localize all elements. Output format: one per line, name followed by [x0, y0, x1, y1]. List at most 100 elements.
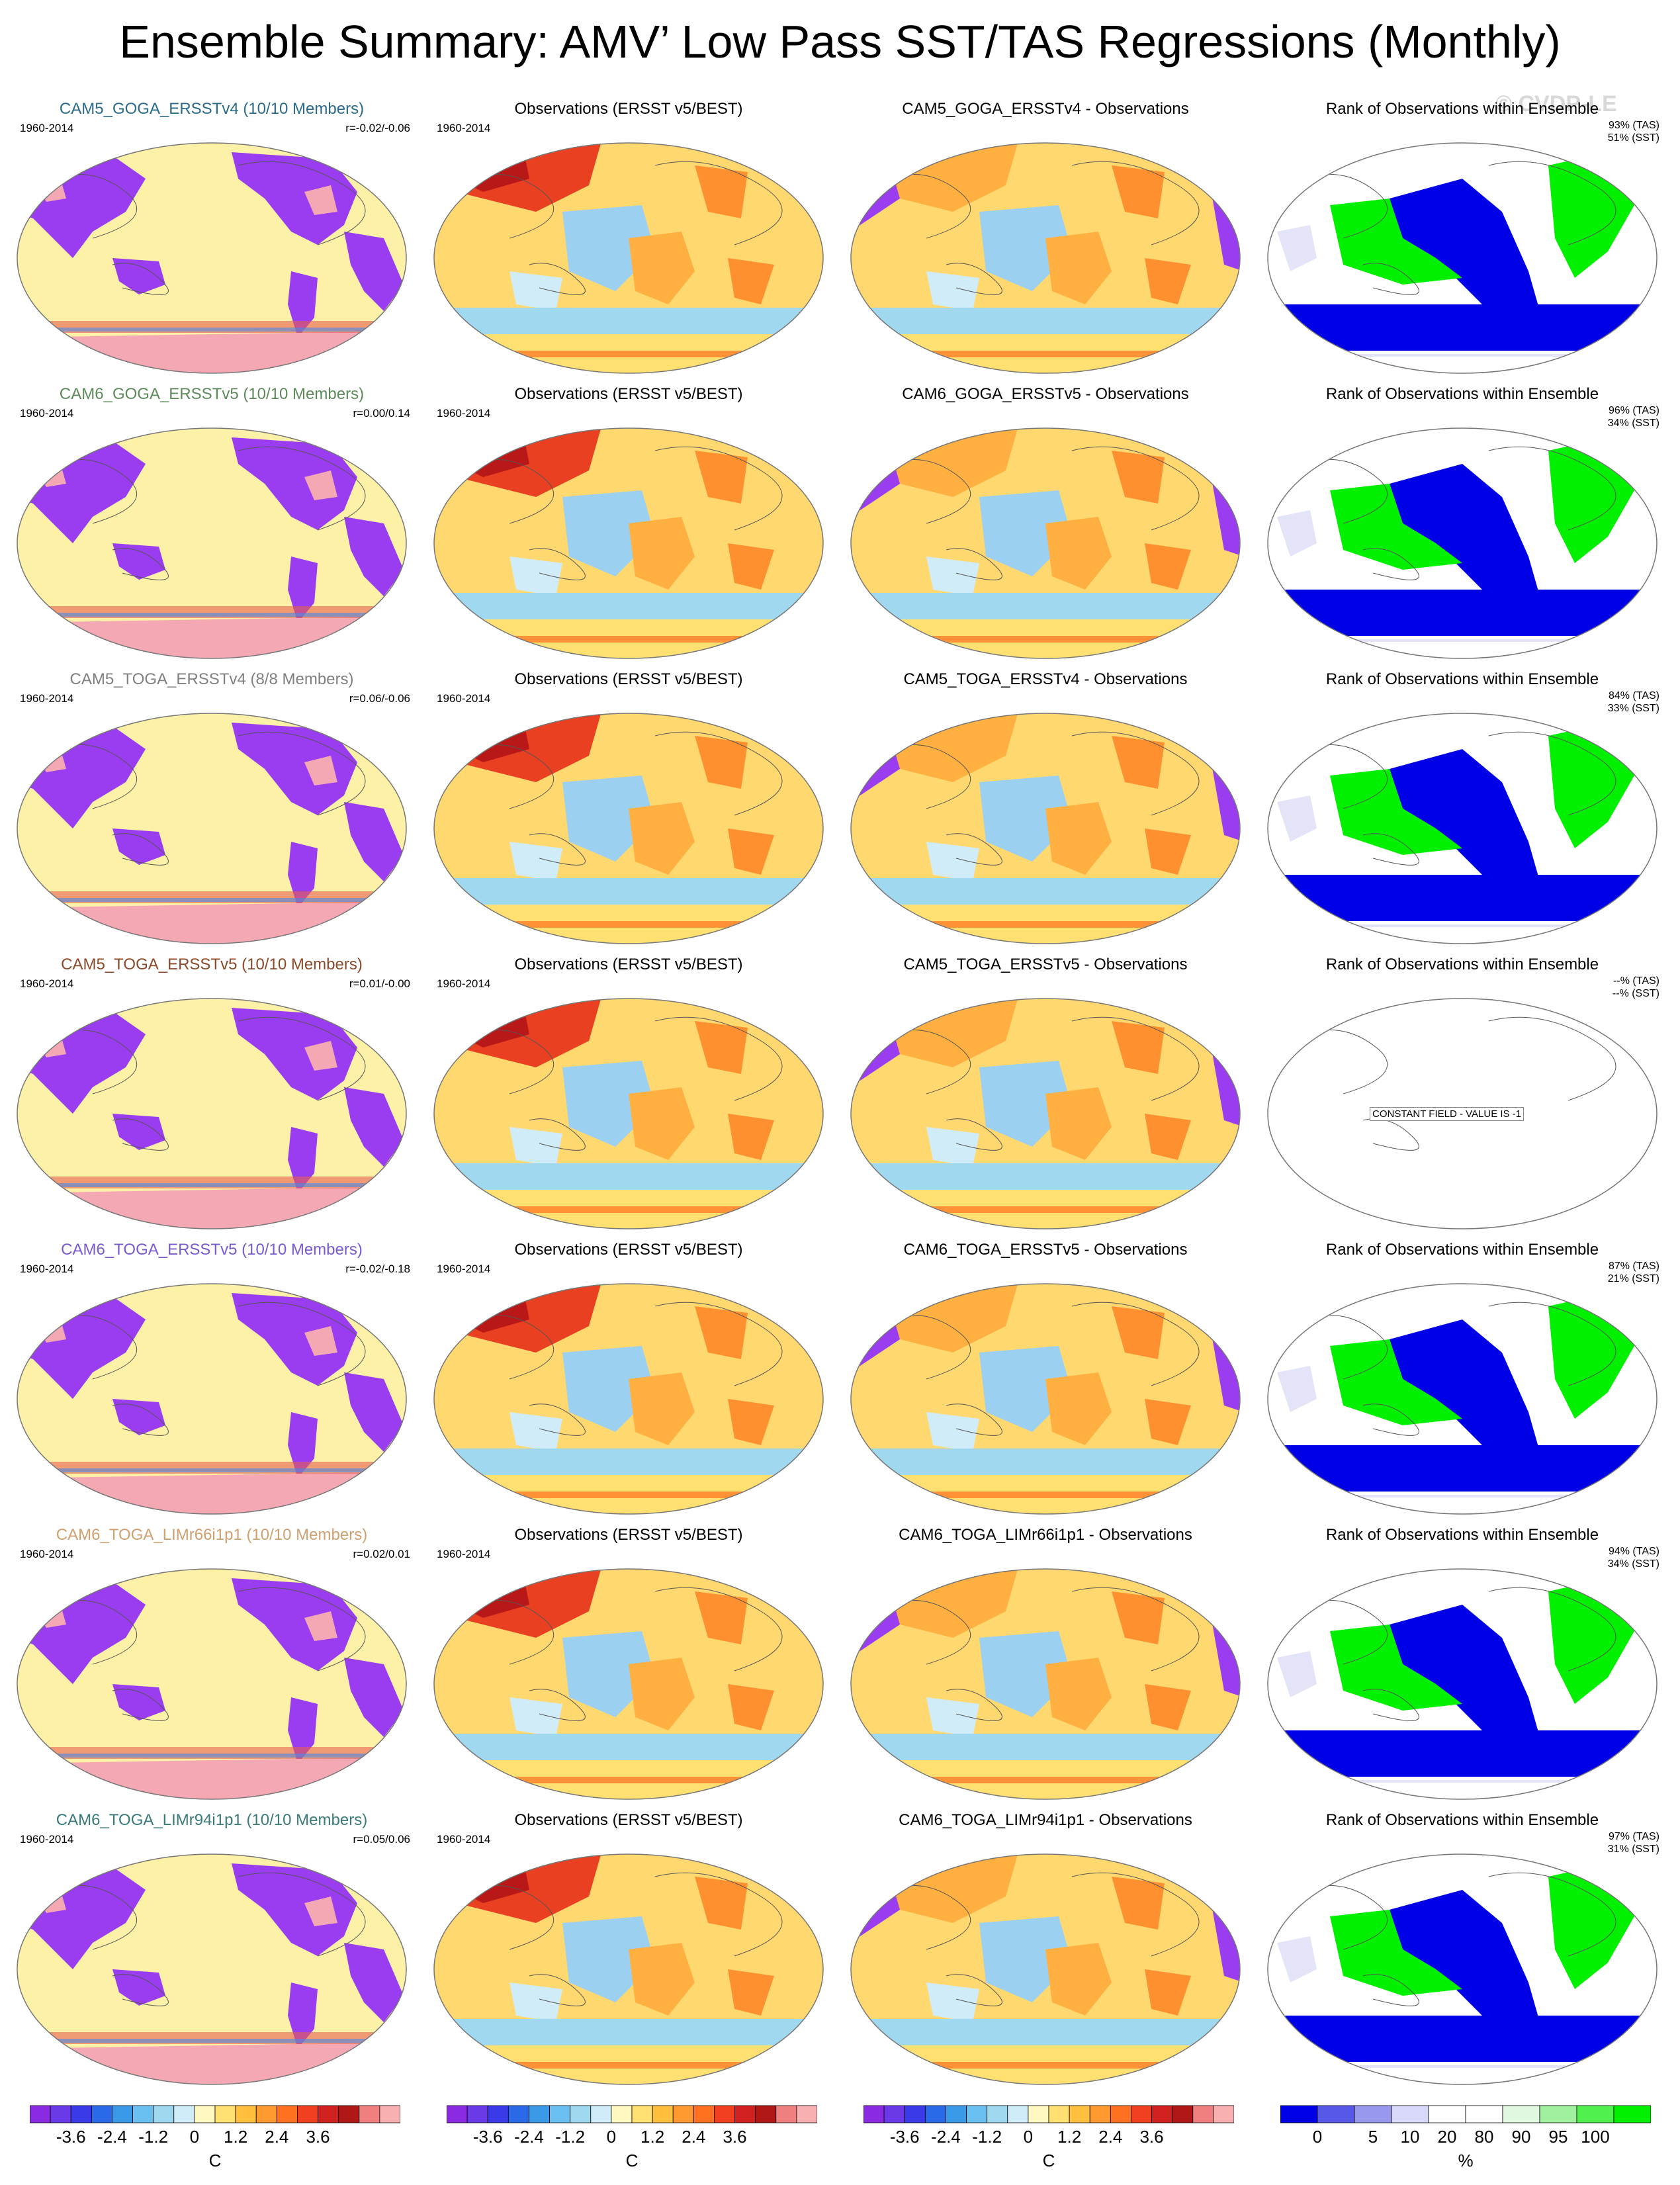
- panel-model-row-7: CAM6_TOGA_LIMr94i1p1 (10/10 Members) 1960…: [7, 1810, 417, 2095]
- rank-sst: --% (SST): [1612, 988, 1659, 999]
- panel-model-row-1: CAM5_GOGA_ERSSTv4 (10/10 Members) 1960-20…: [7, 99, 417, 384]
- colorbar-tick-label: -1.2: [972, 2127, 1002, 2147]
- colorbar-swatch: [466, 2105, 488, 2123]
- model-map: [17, 1568, 407, 1800]
- colorbar-tick-label: 80: [1474, 2127, 1494, 2147]
- rank-summary: --% (TAS) --% (SST): [1613, 975, 1659, 1000]
- model-panel-title: CAM6_GOGA_ERSSTv5 (10/10 Members): [59, 385, 365, 403]
- colorbar-swatch: [611, 2105, 633, 2123]
- model-panel-title: CAM5_GOGA_ERSSTv4 (10/10 Members): [59, 100, 365, 118]
- diff-panel-title: CAM5_TOGA_ERSSTv4 - Observations: [903, 670, 1188, 688]
- colorbar-tick-label: -3.6: [56, 2127, 86, 2147]
- obs-panel-title: Observations (ERSST v5/BEST): [514, 1526, 743, 1544]
- diff-panel-title: CAM5_TOGA_ERSSTv5 - Observations: [903, 956, 1188, 973]
- rank-tas: --% (TAS): [1613, 975, 1659, 987]
- colorbar-swatch: [883, 2105, 905, 2123]
- colorbar-swatch: [1007, 2105, 1029, 2123]
- colorbar-tick-label: 1.2: [1057, 2127, 1082, 2147]
- colorbar-swatch: [590, 2105, 612, 2123]
- rank-map: [1267, 427, 1658, 659]
- colorbar-swatch: [1428, 2105, 1466, 2123]
- period-label: 1960-2014: [20, 1833, 74, 1846]
- colorbar-unit: C: [1042, 2151, 1055, 2170]
- colorbar-swatch: [1110, 2105, 1131, 2123]
- colorbar-unit: C: [208, 2151, 222, 2170]
- pattern-correlation: r=0.06/-0.06: [349, 692, 410, 705]
- panel-rank-row-6: Rank of Observations within Ensemble 94% …: [1257, 1525, 1667, 1810]
- panel-obs-row-7: Observations (ERSST v5/BEST) 1960-2014: [423, 1810, 834, 2095]
- colorbar-swatch: [359, 2105, 380, 2123]
- panel-diff-row-5: CAM6_TOGA_ERSSTv5 - Observations: [840, 1240, 1251, 1525]
- colorbar-unit: %: [1458, 2151, 1474, 2170]
- model-panel-title: CAM5_TOGA_ERSSTv4 (8/8 Members): [69, 670, 354, 688]
- panel-rank-row-2: Rank of Observations within Ensemble 96% …: [1257, 384, 1667, 669]
- model-panel-title: CAM5_TOGA_ERSSTv5 (10/10 Members): [61, 956, 363, 973]
- rank-map: [1267, 713, 1658, 944]
- diff-panel-title: CAM6_GOGA_ERSSTv5 - Observations: [902, 385, 1189, 403]
- panel-rank-row-7: Rank of Observations within Ensemble 97% …: [1257, 1810, 1667, 2095]
- panel-diff-row-3: CAM5_TOGA_ERSSTv4 - Observations: [840, 670, 1251, 954]
- rank-sst: 34% (SST): [1607, 1558, 1659, 1570]
- colorbar-unit: C: [625, 2151, 639, 2170]
- colorbar-swatch: [693, 2105, 715, 2123]
- colorbar-swatch: [1069, 2105, 1090, 2123]
- colorbar-tick-label: -1.2: [138, 2127, 169, 2147]
- colorbar-swatch: [1354, 2105, 1392, 2123]
- panel-obs-row-3: Observations (ERSST v5/BEST) 1960-2014: [423, 670, 834, 954]
- obs-panel-title: Observations (ERSST v5/BEST): [514, 670, 743, 688]
- colorbar-swatch: [255, 2105, 277, 2123]
- diff-map: [850, 427, 1241, 659]
- colorbar-tick-label: 1.2: [224, 2127, 248, 2147]
- colorbar-swatch: [30, 2105, 51, 2123]
- colorbar-swatch: [987, 2105, 1008, 2123]
- colorbar-swatch: [194, 2105, 216, 2123]
- rank-summary: 87% (TAS) 21% (SST): [1608, 1260, 1659, 1285]
- watermark: © CVDP-LE: [1495, 91, 1617, 116]
- panel-rank-row-3: Rank of Observations within Ensemble 84% …: [1257, 670, 1667, 954]
- rank-panel-title: Rank of Observations within Ensemble: [1325, 1241, 1599, 1259]
- panel-model-row-2: CAM6_GOGA_ERSSTv5 (10/10 Members) 1960-20…: [7, 384, 417, 669]
- obs-map: [433, 1283, 824, 1515]
- rank-map: [1267, 1568, 1658, 1800]
- diff-panel-title: CAM5_GOGA_ERSSTv4 - Observations: [902, 100, 1189, 118]
- rank-panel-title: Rank of Observations within Ensemble: [1325, 100, 1599, 118]
- colorbar-tick-label: 10: [1400, 2127, 1420, 2147]
- colorbar-swatch: [863, 2105, 885, 2123]
- period-label: 1960-2014: [20, 1263, 74, 1275]
- colorbar-swatch: [1089, 2105, 1111, 2123]
- panel-rank-row-4: Rank of Observations within Ensemble --% …: [1257, 955, 1667, 1239]
- panel-diff-row-2: CAM6_GOGA_ERSSTv5 - Observations: [840, 384, 1251, 669]
- obs-map: [433, 713, 824, 944]
- colorbar-swatch: [50, 2105, 71, 2123]
- colorbar-swatch: [487, 2105, 509, 2123]
- colorbar-tick-label: 90: [1511, 2127, 1531, 2147]
- model-map: [17, 998, 407, 1229]
- colorbar-swatches: [1280, 2105, 1651, 2123]
- colorbar-tick-label: -2.4: [97, 2127, 127, 2147]
- colorbar-swatch: [1576, 2105, 1614, 2123]
- diff-panel-title: CAM6_TOGA_LIMr66i1p1 - Observations: [899, 1526, 1192, 1544]
- period-label: 1960-2014: [437, 122, 491, 134]
- period-label: 1960-2014: [20, 977, 74, 990]
- panel-obs-row-2: Observations (ERSST v5/BEST) 1960-2014: [423, 384, 834, 669]
- diff-panel-title: CAM6_TOGA_LIMr94i1p1 - Observations: [899, 1811, 1192, 1829]
- model-map: [17, 1283, 407, 1515]
- period-label: 1960-2014: [437, 977, 491, 990]
- period-label: 1960-2014: [437, 407, 491, 420]
- colorbar-swatch: [132, 2105, 154, 2123]
- colorbar-swatch: [775, 2105, 797, 2123]
- model-map: [17, 1853, 407, 2085]
- colorbar-swatch: [508, 2105, 529, 2123]
- colorbar-swatch: [153, 2105, 175, 2123]
- colorbar-difference: -3.6 -2.4 -1.2 0 1.2 2.4 3.6 C: [863, 2104, 1234, 2177]
- colorbar-tick-label: 2.4: [682, 2127, 706, 2147]
- colorbar-swatch: [946, 2105, 967, 2123]
- colorbar-swatch: [338, 2105, 360, 2123]
- diff-map: [850, 1283, 1241, 1515]
- colorbar-tick-label: 2.4: [265, 2127, 289, 2147]
- panel-obs-row-6: Observations (ERSST v5/BEST) 1960-2014: [423, 1525, 834, 1810]
- obs-panel-title: Observations (ERSST v5/BEST): [514, 100, 743, 118]
- pattern-correlation: r=-0.02/-0.18: [345, 1263, 410, 1275]
- period-label: 1960-2014: [20, 1548, 74, 1560]
- rank-panel-title: Rank of Observations within Ensemble: [1325, 670, 1599, 688]
